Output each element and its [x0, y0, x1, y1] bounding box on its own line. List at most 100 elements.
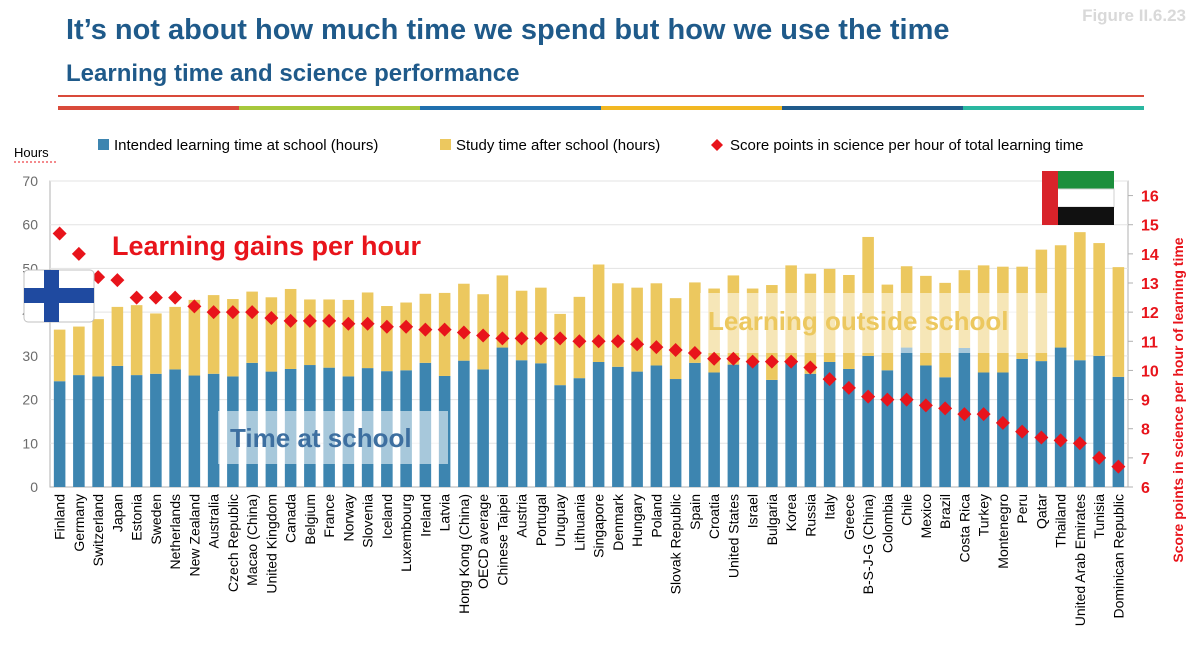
school-time-bar	[130, 375, 143, 487]
category-label: Spain	[687, 494, 703, 530]
category-label: Australia	[206, 494, 222, 549]
score-marker	[379, 319, 394, 334]
category-label: Switzerland	[90, 494, 106, 566]
outside-annotation-box	[700, 293, 1048, 353]
score-marker	[148, 290, 163, 305]
after-school-bar	[381, 306, 393, 372]
color-strip-segment	[239, 106, 420, 110]
score-marker	[841, 380, 856, 395]
category-label: Slovak Republic	[668, 494, 684, 594]
category-label: Tunisia	[1091, 494, 1107, 539]
school-time-bar	[1112, 376, 1125, 487]
score-marker	[245, 305, 260, 320]
score-marker	[437, 322, 452, 337]
category-label: Hungary	[629, 494, 645, 547]
y-tick-label: 20	[22, 392, 38, 408]
score-marker	[129, 290, 144, 305]
score-marker	[610, 334, 625, 349]
school-time-bar	[458, 360, 470, 487]
school-time-bar	[669, 379, 682, 487]
school-time-bar	[650, 365, 663, 487]
category-label: Singapore	[591, 494, 607, 558]
color-strip-segment	[963, 106, 1144, 110]
legend-label-after: Study time after school (hours)	[456, 137, 660, 154]
legend-swatch-school	[98, 139, 109, 150]
category-label: OECD average	[475, 494, 491, 589]
score-marker	[553, 331, 568, 346]
score-marker	[726, 351, 741, 366]
after-school-bar	[323, 299, 335, 368]
score-marker	[630, 337, 645, 352]
category-label: Chinese Taipei	[494, 494, 510, 586]
after-school-bar	[246, 291, 258, 363]
category-label: Hong Kong (China)	[456, 494, 472, 614]
legend-label-score: Score points in science per hour of tota…	[730, 137, 1084, 154]
score-marker	[206, 305, 221, 320]
school-time-bar	[111, 365, 124, 487]
y2-tick-label: 9	[1141, 393, 1150, 410]
school-time-bar	[708, 372, 720, 487]
y2-tick-label: 14	[1141, 247, 1159, 264]
score-marker	[456, 325, 471, 340]
score-marker	[591, 334, 606, 349]
category-label: Mexico	[918, 494, 934, 539]
score-marker	[822, 372, 837, 387]
after-school-bar	[515, 290, 528, 361]
school-time-bar	[823, 361, 836, 487]
category-label: Czech Republic	[225, 494, 241, 592]
score-marker	[225, 305, 240, 320]
school-time-bar	[727, 364, 740, 487]
school-time-bar	[207, 373, 220, 487]
after-school-bar	[92, 319, 104, 377]
school-time-bar	[53, 381, 66, 487]
after-school-bar	[130, 305, 143, 376]
after-school-bar	[227, 299, 239, 377]
after-school-bar	[669, 298, 682, 380]
uae-flag	[1042, 171, 1115, 225]
category-label: Ireland	[417, 494, 433, 537]
flag-black-stripe	[1056, 207, 1114, 225]
school-time-bar	[535, 363, 547, 487]
score-marker	[880, 392, 895, 407]
category-label: Belgium	[302, 494, 318, 545]
school-time-bar	[689, 362, 701, 487]
school-time-bar	[573, 378, 586, 487]
score-marker	[1072, 436, 1087, 451]
category-label: Qatar	[1033, 494, 1049, 529]
category-label: Chile	[899, 494, 915, 526]
category-label: Austria	[514, 494, 530, 538]
chart-title: It’s not about how much time we spend bu…	[66, 14, 950, 46]
category-label: Montenegro	[995, 494, 1011, 569]
score-marker	[707, 351, 722, 366]
flag-cross-vertical	[44, 270, 59, 322]
school-annotation-box	[218, 411, 448, 464]
category-label: Uruguay	[552, 494, 568, 547]
category-label: Lithuania	[571, 494, 587, 551]
score-marker	[495, 331, 510, 346]
school-time-bar	[92, 376, 104, 487]
after-school-bar	[342, 299, 355, 377]
category-label: United Arab Emirates	[1072, 494, 1088, 626]
flag-green-stripe	[1056, 171, 1114, 189]
category-label: Canada	[283, 494, 299, 543]
school-time-bar	[746, 363, 759, 487]
score-marker	[938, 401, 953, 416]
after-school-bar	[150, 313, 162, 374]
category-label: Turkey	[976, 494, 992, 536]
category-label: Finland	[52, 494, 68, 540]
score-marker	[1092, 450, 1107, 465]
after-school-bar	[612, 283, 624, 367]
flag-red-band	[1042, 171, 1058, 225]
after-school-bar	[535, 287, 547, 364]
category-label: Israel	[745, 494, 761, 528]
score-marker	[360, 316, 375, 331]
y2-tick-label: 7	[1141, 451, 1150, 468]
color-strip-segment	[601, 106, 782, 110]
category-label: Luxembourg	[398, 494, 414, 572]
category-label: Sweden	[148, 494, 164, 545]
score-marker	[649, 340, 664, 355]
school-time-bar	[977, 372, 990, 487]
school-time-bar	[631, 371, 643, 487]
score-marker	[514, 331, 529, 346]
after-school-bar	[1054, 245, 1067, 348]
